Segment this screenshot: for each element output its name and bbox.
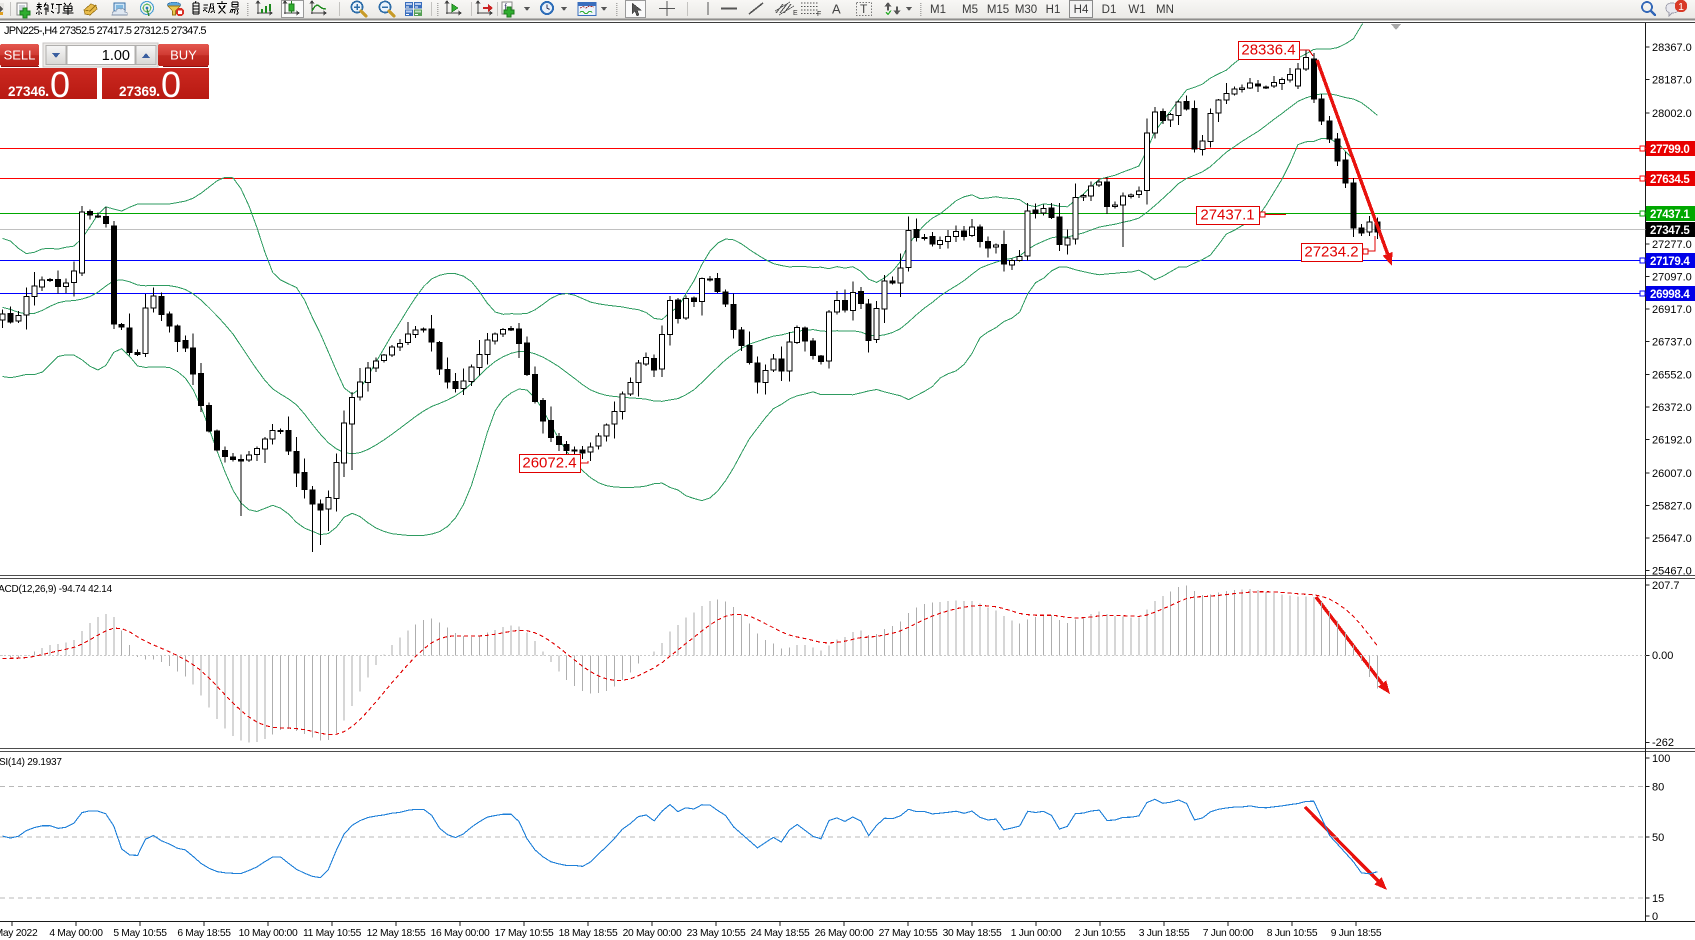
svg-text:26552.0: 26552.0 <box>1652 370 1692 382</box>
svg-text:.: . <box>156 83 160 100</box>
svg-text:0: 0 <box>50 64 70 105</box>
svg-text:11 May 10:55: 11 May 10:55 <box>303 928 362 939</box>
svg-text:27346: 27346 <box>8 84 46 99</box>
svg-text:7 Jun 00:00: 7 Jun 00:00 <box>1203 928 1254 939</box>
svg-text:27347.5: 27347.5 <box>1650 225 1690 237</box>
svg-text:4 May 00:00: 4 May 00:00 <box>49 928 103 939</box>
svg-text:28187.0: 28187.0 <box>1652 74 1692 86</box>
svg-text:27097.0: 27097.0 <box>1652 271 1692 283</box>
svg-text:H4: H4 <box>1074 4 1089 16</box>
svg-text:207.7: 207.7 <box>1652 580 1680 592</box>
svg-text:1: 1 <box>1678 1 1684 13</box>
svg-text:15: 15 <box>1652 893 1664 905</box>
svg-text:5 May 10:55: 5 May 10:55 <box>113 928 167 939</box>
svg-text:.: . <box>45 83 49 100</box>
svg-text:28002.0: 28002.0 <box>1652 108 1692 120</box>
svg-text:27799.0: 27799.0 <box>1650 144 1689 156</box>
svg-text:27634.5: 27634.5 <box>1650 174 1690 186</box>
svg-text:20 May 00:00: 20 May 00:00 <box>623 928 682 939</box>
svg-text:2 Jun 10:55: 2 Jun 10:55 <box>1075 928 1126 939</box>
svg-text:17 May 10:55: 17 May 10:55 <box>495 928 554 939</box>
svg-text:26998.4: 26998.4 <box>1650 289 1690 301</box>
svg-text:27179.4: 27179.4 <box>1650 256 1690 268</box>
svg-text:3 Jun 18:55: 3 Jun 18:55 <box>1139 928 1190 939</box>
svg-text:28367.0: 28367.0 <box>1652 42 1692 54</box>
svg-text:9 Jun 18:55: 9 Jun 18:55 <box>1331 928 1382 939</box>
svg-text:23 May 10:55: 23 May 10:55 <box>687 928 746 939</box>
svg-text:26192.0: 26192.0 <box>1652 435 1692 447</box>
svg-text:1 Jun 00:00: 1 Jun 00:00 <box>1011 928 1062 939</box>
svg-text:1.00: 1.00 <box>102 48 130 64</box>
svg-text:25827.0: 25827.0 <box>1652 501 1692 513</box>
svg-text:50: 50 <box>1652 832 1664 844</box>
svg-text:RSI(14) 29.1937: RSI(14) 29.1937 <box>0 757 62 768</box>
svg-text:26737.0: 26737.0 <box>1652 336 1692 348</box>
svg-text:10 May 00:00: 10 May 00:00 <box>239 928 298 939</box>
svg-text:25467.0: 25467.0 <box>1652 566 1692 578</box>
svg-text:MN: MN <box>1156 4 1174 16</box>
svg-text:4 May 2022: 4 May 2022 <box>0 928 38 939</box>
svg-text:-262: -262 <box>1652 737 1674 749</box>
svg-text:M30: M30 <box>1015 4 1037 16</box>
svg-text:0.00: 0.00 <box>1652 650 1673 662</box>
svg-text:27437.1: 27437.1 <box>1650 209 1690 221</box>
svg-text:6 May 18:55: 6 May 18:55 <box>177 928 231 939</box>
svg-text:28336.4: 28336.4 <box>1241 42 1295 59</box>
svg-text:27277.0: 27277.0 <box>1652 239 1692 251</box>
svg-text:BUY: BUY <box>170 48 197 63</box>
svg-text:M5: M5 <box>962 4 978 16</box>
svg-text:0: 0 <box>161 64 181 105</box>
svg-text:18 May 18:55: 18 May 18:55 <box>559 928 618 939</box>
svg-text:27 May 10:55: 27 May 10:55 <box>879 928 938 939</box>
svg-text:24 May 18:55: 24 May 18:55 <box>751 928 810 939</box>
svg-text:16 May 00:00: 16 May 00:00 <box>431 928 490 939</box>
svg-text:SELL: SELL <box>4 48 36 63</box>
svg-text:27369: 27369 <box>119 84 157 99</box>
svg-text:26 May 00:00: 26 May 00:00 <box>815 928 874 939</box>
svg-text:26007.0: 26007.0 <box>1652 468 1692 480</box>
svg-text:T: T <box>860 2 868 16</box>
svg-text:f: f <box>504 2 507 12</box>
svg-text:W1: W1 <box>1128 4 1145 16</box>
svg-text:27437.1: 27437.1 <box>1200 207 1254 224</box>
svg-text:M15: M15 <box>987 4 1009 16</box>
svg-text:MACD(12,26,9) -94.74 42.14: MACD(12,26,9) -94.74 42.14 <box>0 584 113 595</box>
svg-text:12 May 18:55: 12 May 18:55 <box>367 928 426 939</box>
svg-text:27234.2: 27234.2 <box>1304 244 1358 261</box>
svg-text:26372.0: 26372.0 <box>1652 402 1692 414</box>
svg-text:30 May 18:55: 30 May 18:55 <box>943 928 1002 939</box>
svg-text:0: 0 <box>1652 911 1658 923</box>
svg-text:80: 80 <box>1652 782 1664 794</box>
svg-text:25647.0: 25647.0 <box>1652 533 1692 545</box>
svg-text:100: 100 <box>1652 753 1670 765</box>
svg-text:E: E <box>793 10 798 17</box>
svg-text:JPN225-,H4 27352.5 27417.5 27: JPN225-,H4 27352.5 27417.5 27312.5 27347… <box>4 25 206 37</box>
svg-text:M1: M1 <box>930 4 946 16</box>
svg-text:26072.4: 26072.4 <box>522 455 576 472</box>
svg-text:H1: H1 <box>1046 4 1061 16</box>
svg-text:8 Jun 10:55: 8 Jun 10:55 <box>1267 928 1318 939</box>
svg-text:F: F <box>817 11 821 18</box>
svg-text:A: A <box>832 2 841 17</box>
svg-text:26917.0: 26917.0 <box>1652 304 1692 316</box>
svg-text:D1: D1 <box>1102 4 1117 16</box>
